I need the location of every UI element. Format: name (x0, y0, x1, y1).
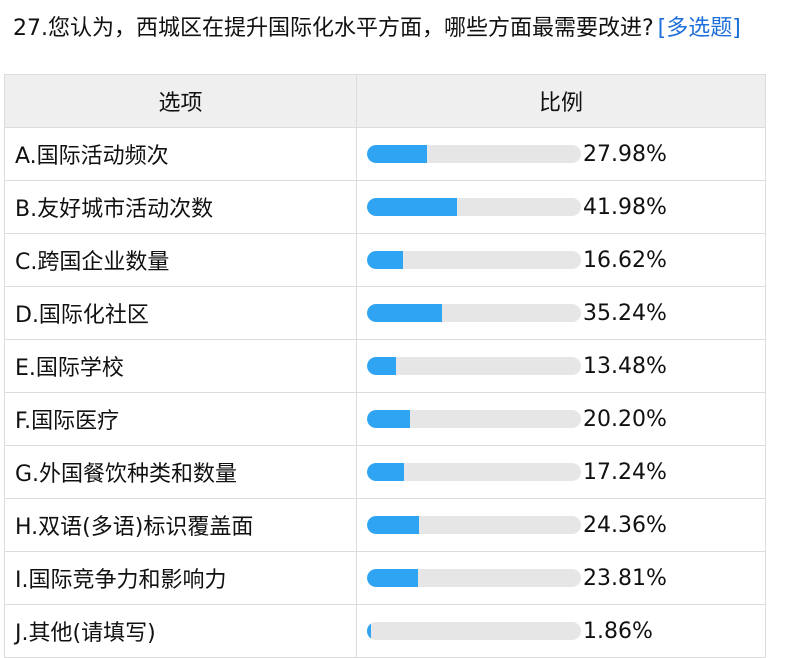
ratio-cell: 27.98% (356, 127, 766, 181)
header-row: 选项 比例 (4, 74, 766, 128)
ratio-cell: 35.24% (356, 286, 766, 340)
ratio-cell: 16.62% (356, 233, 766, 287)
ratio-cell: 1.86% (356, 604, 766, 658)
ratio-cell: 41.98% (356, 180, 766, 234)
option-label: E.国际学校 (4, 339, 357, 393)
percent-label: 35.24% (583, 300, 667, 326)
option-label: G.外国餐饮种类和数量 (4, 445, 357, 499)
option-label: F.国际医疗 (4, 392, 357, 446)
table-row: F.国际医疗 20.20% (4, 392, 766, 446)
bar-track (367, 410, 581, 428)
table-row: G.外国餐饮种类和数量 17.24% (4, 445, 766, 499)
percent-label: 17.24% (583, 459, 667, 485)
table-row: J.其他(请填写) 1.86% (4, 604, 766, 658)
option-label: D.国际化社区 (4, 286, 357, 340)
table-row: D.国际化社区 35.24% (4, 286, 766, 340)
bar-fill (367, 198, 457, 216)
table-row: I.国际竞争力和影响力 23.81% (4, 551, 766, 605)
ratio-wrap: 41.98% (367, 182, 764, 232)
results-table: 选项 比例 A.国际活动频次 27.98% B.友好城市活动次数 41.98% C.跨国… (4, 74, 766, 658)
ratio-wrap: 24.36% (367, 500, 764, 550)
percent-label: 13.48% (583, 353, 667, 379)
bar-fill (367, 622, 371, 640)
bar-fill (367, 357, 396, 375)
bar-track (367, 198, 581, 216)
table-row: C.跨国企业数量 16.62% (4, 233, 766, 287)
table-row: E.国际学校 13.48% (4, 339, 766, 393)
option-label: C.跨国企业数量 (4, 233, 357, 287)
question-type-tag: [多选题] (657, 16, 741, 41)
option-label: B.友好城市活动次数 (4, 180, 357, 234)
ratio-cell: 13.48% (356, 339, 766, 393)
percent-label: 1.86% (583, 618, 653, 644)
bar-track (367, 569, 581, 587)
bar-fill (367, 463, 404, 481)
bar-fill (367, 304, 443, 322)
ratio-wrap: 35.24% (367, 288, 764, 338)
option-label: H.双语(多语)标识覆盖面 (4, 498, 357, 552)
ratio-cell: 17.24% (356, 445, 766, 499)
bar-fill (367, 516, 420, 534)
bar-track (367, 463, 581, 481)
percent-label: 23.81% (583, 565, 667, 591)
percent-label: 27.98% (583, 141, 667, 167)
bar-track (367, 622, 581, 640)
bar-track (367, 251, 581, 269)
ratio-wrap: 23.81% (367, 553, 764, 603)
bar-fill (367, 410, 411, 428)
table-row: B.友好城市活动次数 41.98% (4, 180, 766, 234)
question-text: 27.您认为，西城区在提升国际化水平方面，哪些方面最需要改进? (13, 16, 654, 41)
bar-track (367, 516, 581, 534)
bar-track (367, 304, 581, 322)
bar-fill (367, 145, 427, 163)
option-label: I.国际竞争力和影响力 (4, 551, 357, 605)
header-option: 选项 (4, 74, 357, 128)
question-title: 27.您认为，西城区在提升国际化水平方面，哪些方面最需要改进? [多选题] (13, 14, 741, 44)
ratio-wrap: 17.24% (367, 447, 764, 497)
bar-track (367, 145, 581, 163)
ratio-cell: 24.36% (356, 498, 766, 552)
table-row: A.国际活动频次 27.98% (4, 127, 766, 181)
table-body: A.国际活动频次 27.98% B.友好城市活动次数 41.98% C.跨国企业数量 16… (4, 127, 766, 658)
bar-fill (367, 251, 403, 269)
ratio-wrap: 16.62% (367, 235, 764, 285)
percent-label: 16.62% (583, 247, 667, 273)
ratio-cell: 23.81% (356, 551, 766, 605)
option-label: A.国际活动频次 (4, 127, 357, 181)
table-row: H.双语(多语)标识覆盖面 24.36% (4, 498, 766, 552)
ratio-wrap: 20.20% (367, 394, 764, 444)
option-label: J.其他(请填写) (4, 604, 357, 658)
ratio-wrap: 1.86% (367, 606, 764, 656)
percent-label: 24.36% (583, 512, 667, 538)
ratio-wrap: 13.48% (367, 341, 764, 391)
percent-label: 41.98% (583, 194, 667, 220)
ratio-cell: 20.20% (356, 392, 766, 446)
ratio-wrap: 27.98% (367, 129, 764, 179)
percent-label: 20.20% (583, 406, 667, 432)
bar-track (367, 357, 581, 375)
bar-fill (367, 569, 418, 587)
header-ratio: 比例 (356, 74, 766, 128)
